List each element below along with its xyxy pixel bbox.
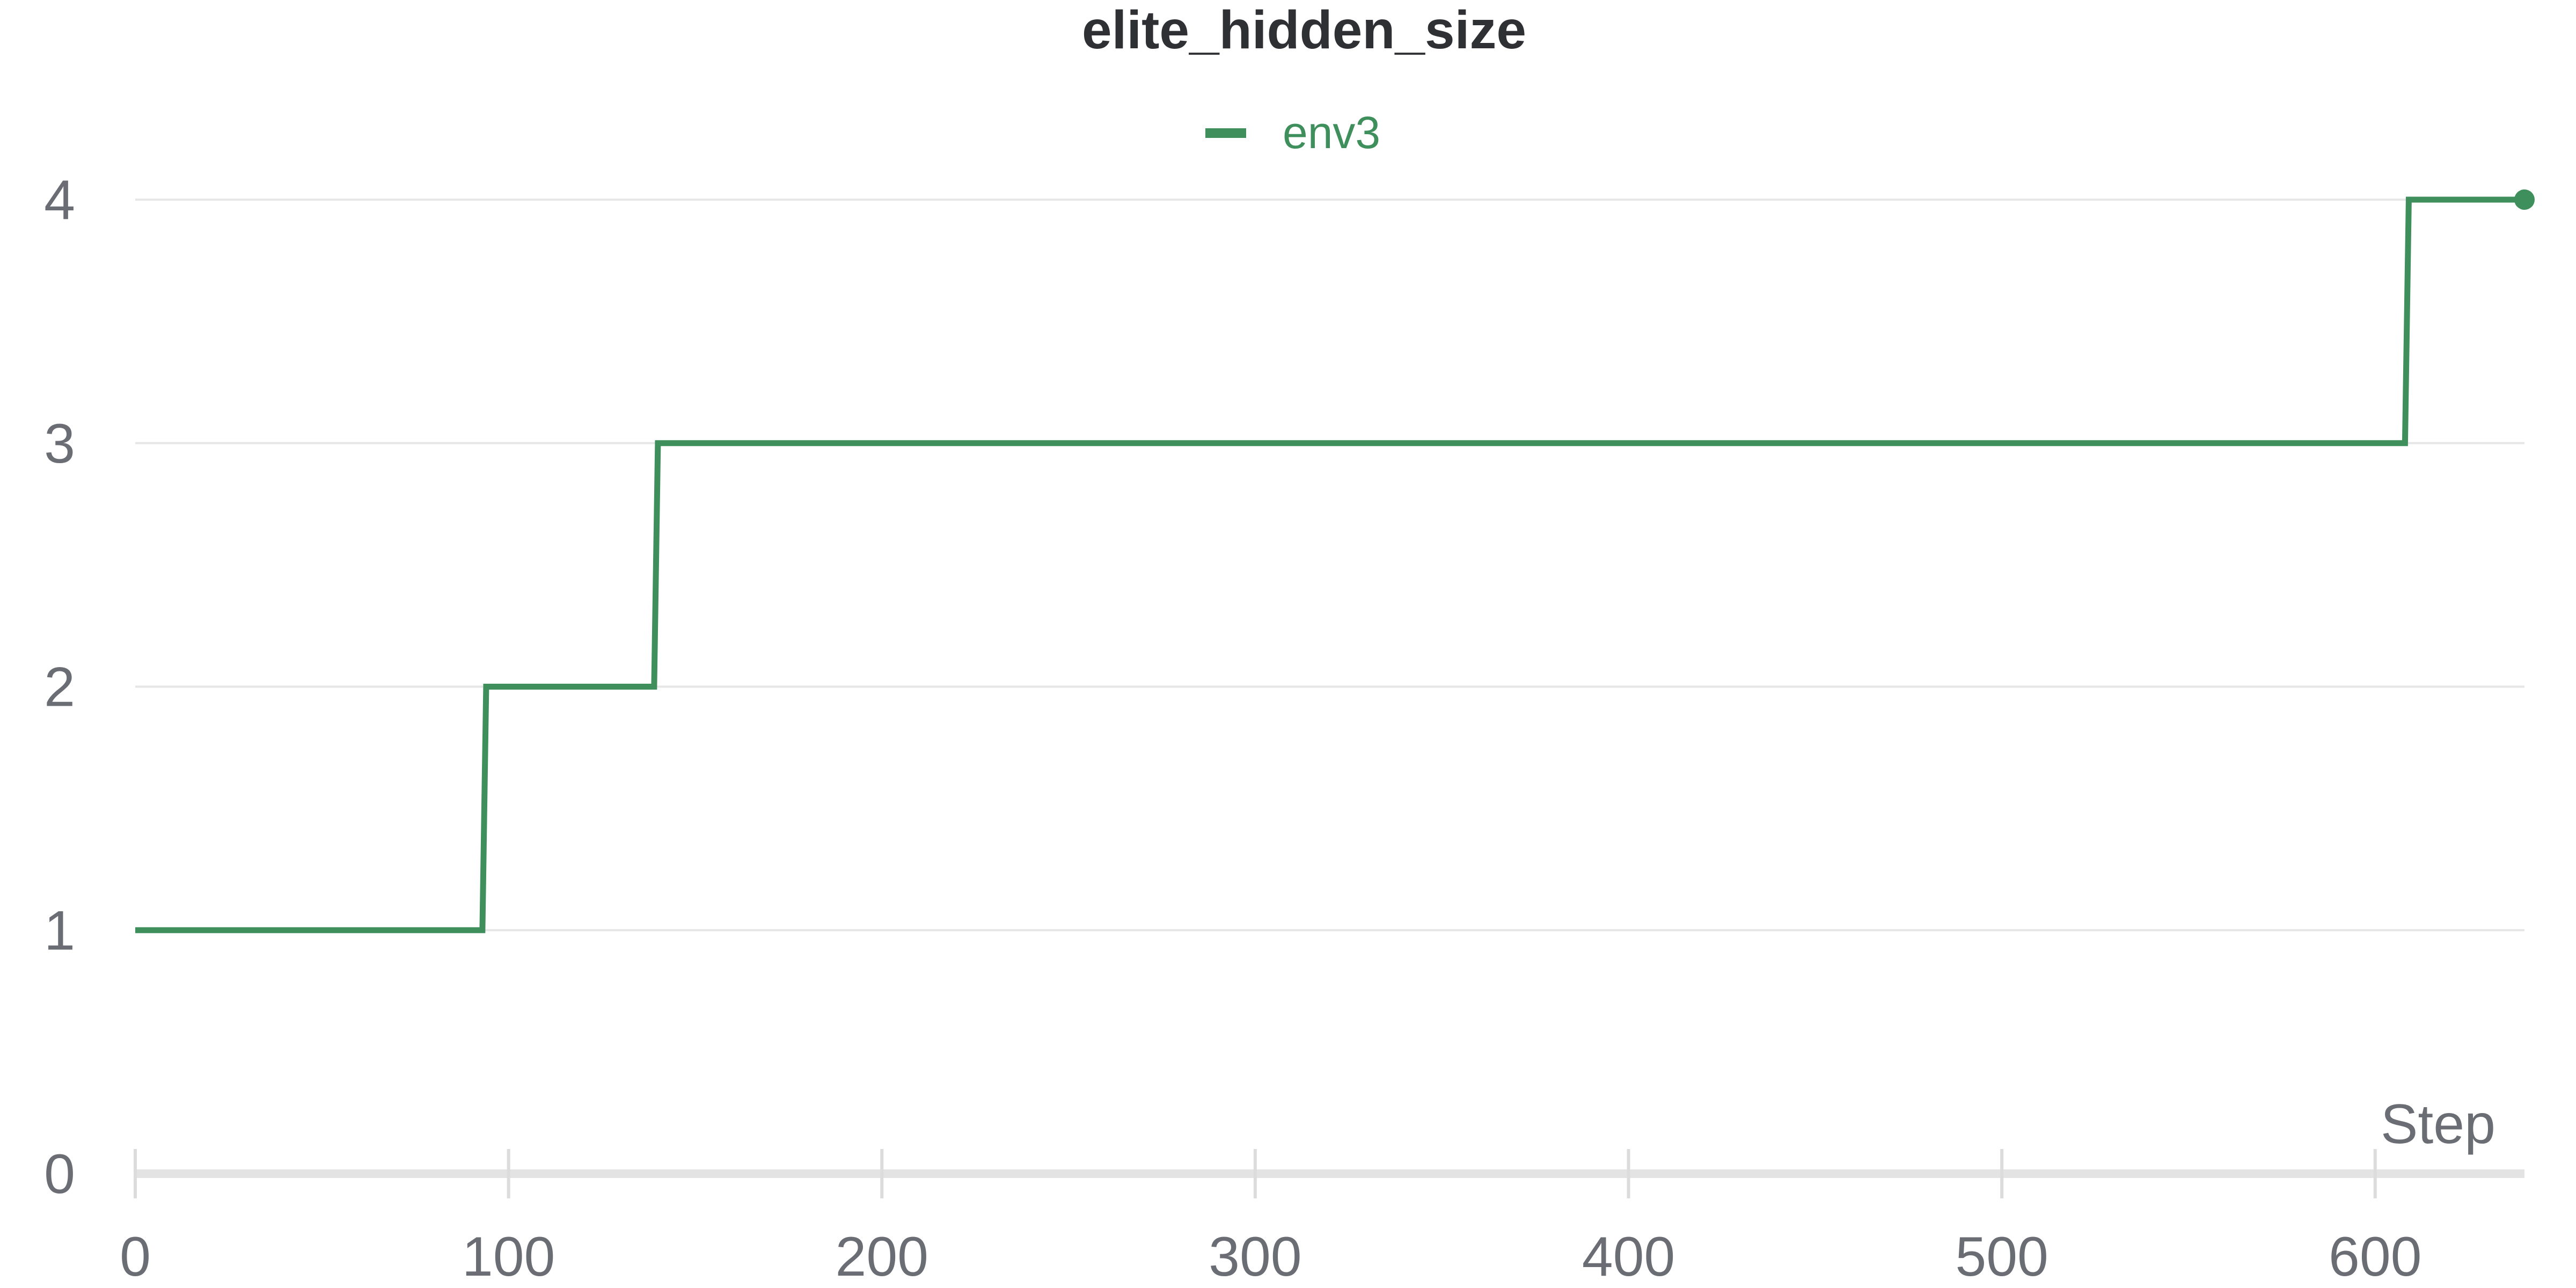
x-tick-label: 400 xyxy=(1582,1226,1675,1288)
y-axis-labels: 0 1 2 3 4 xyxy=(44,169,75,1205)
x-tick-label: 100 xyxy=(462,1226,555,1288)
x-axis: 0 100 200 300 400 500 600 xyxy=(120,1149,2524,1288)
series-end-point xyxy=(2514,189,2535,210)
x-tick-label: 600 xyxy=(2329,1226,2422,1288)
x-tick-label: 0 xyxy=(120,1226,151,1288)
x-tick-label: 500 xyxy=(1955,1226,2048,1288)
gridlines xyxy=(135,199,2524,932)
series-layer xyxy=(135,189,2535,933)
legend-label-env3: env3 xyxy=(1283,107,1380,158)
y-tick-label: 2 xyxy=(44,656,75,719)
y-tick-label: 3 xyxy=(44,413,75,475)
y-tick-label: 1 xyxy=(44,899,75,962)
chart-title: elite_hidden_size xyxy=(1082,0,1526,60)
y-tick-label: 4 xyxy=(44,169,75,231)
x-tick-label: 200 xyxy=(835,1226,928,1288)
y-tick-label: 0 xyxy=(44,1143,75,1205)
series-line-env3 xyxy=(135,196,2524,933)
x-axis-title: Step xyxy=(2381,1093,2496,1155)
legend: env3 xyxy=(1205,107,1380,158)
x-tick-label: 300 xyxy=(1209,1226,1302,1288)
